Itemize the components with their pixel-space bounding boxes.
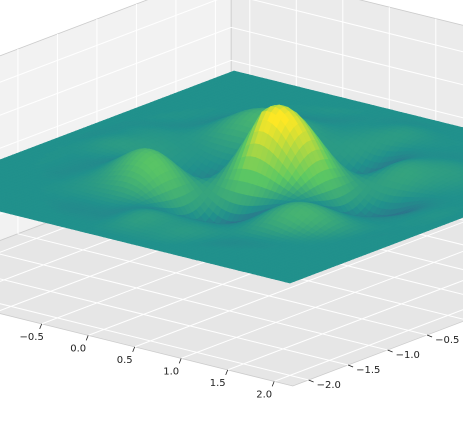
chart-svg: −2.0−1.5−1.0−0.50.00.51.01.52.0−2.0−1.5−…	[0, 0, 463, 436]
surface-plot: −2.0−1.5−1.0−0.50.00.51.01.52.0−2.0−1.5−…	[0, 0, 463, 436]
